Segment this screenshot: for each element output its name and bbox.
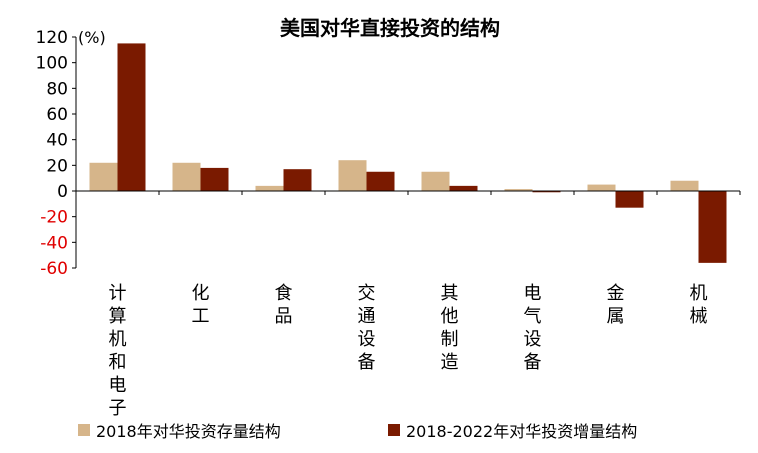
legend-item-stock: 2018年对华投资存量结构 [78, 418, 281, 442]
bar-increment [283, 169, 312, 191]
bar-increment [200, 167, 229, 191]
y-tick-label: -40 [40, 233, 68, 253]
bar-stock [255, 185, 284, 191]
x-category-label: 金属 [607, 283, 625, 327]
y-tick-label: 40 [46, 131, 68, 151]
y-tick-label: 100 [36, 54, 68, 74]
bar-stock [89, 162, 118, 191]
legend-swatch-increment [388, 424, 400, 436]
x-axis: 计算机和电子 化工 食品 交通设备 其他制造 电气设备 金属 机械 [75, 190, 741, 419]
y-tick-label: -60 [40, 259, 68, 279]
x-category-label: 机械 [690, 283, 708, 327]
legend-label-stock: 2018年对华投资存量结构 [96, 422, 281, 441]
x-category-label: 食品 [275, 283, 293, 327]
y-tick-label: 120 [36, 28, 68, 48]
unit-label: (%) [78, 28, 106, 47]
y-tick-label: -20 [40, 208, 68, 228]
bar-stock [421, 171, 450, 191]
y-tick-label: 0 [57, 182, 68, 202]
legend: 2018年对华投资存量结构 2018-2022年对华投资增量结构 [0, 418, 758, 446]
bar-stock [338, 160, 367, 191]
bars [89, 43, 727, 263]
bar-stock [670, 180, 699, 191]
bar-increment [366, 171, 395, 191]
x-category-label: 计算机和电子 [109, 283, 127, 419]
bar-stock [172, 162, 201, 191]
bar-stock [587, 184, 616, 191]
bar-increment [615, 191, 644, 208]
y-tick-label: 80 [46, 79, 68, 99]
x-category-label: 电气设备 [524, 283, 542, 373]
bar-increment [698, 191, 727, 263]
y-tick-label: 20 [46, 156, 68, 176]
legend-item-increment: 2018-2022年对华投资增量结构 [388, 418, 637, 442]
x-category-label: 化工 [192, 283, 210, 327]
bar-increment [449, 185, 478, 191]
x-category-label: 交通设备 [358, 283, 376, 373]
bar-increment [117, 43, 146, 191]
x-category-label: 其他制造 [441, 283, 459, 373]
legend-label-increment: 2018-2022年对华投资增量结构 [406, 422, 638, 441]
chart-title: 美国对华直接投资的结构 [280, 16, 500, 40]
bar-stock [504, 189, 533, 191]
bar-increment [532, 191, 561, 193]
legend-swatch-stock [78, 424, 90, 436]
y-axis: -60 -40 -20 0 20 40 60 80 100 120 [36, 28, 77, 279]
y-tick-label: 60 [46, 105, 68, 125]
